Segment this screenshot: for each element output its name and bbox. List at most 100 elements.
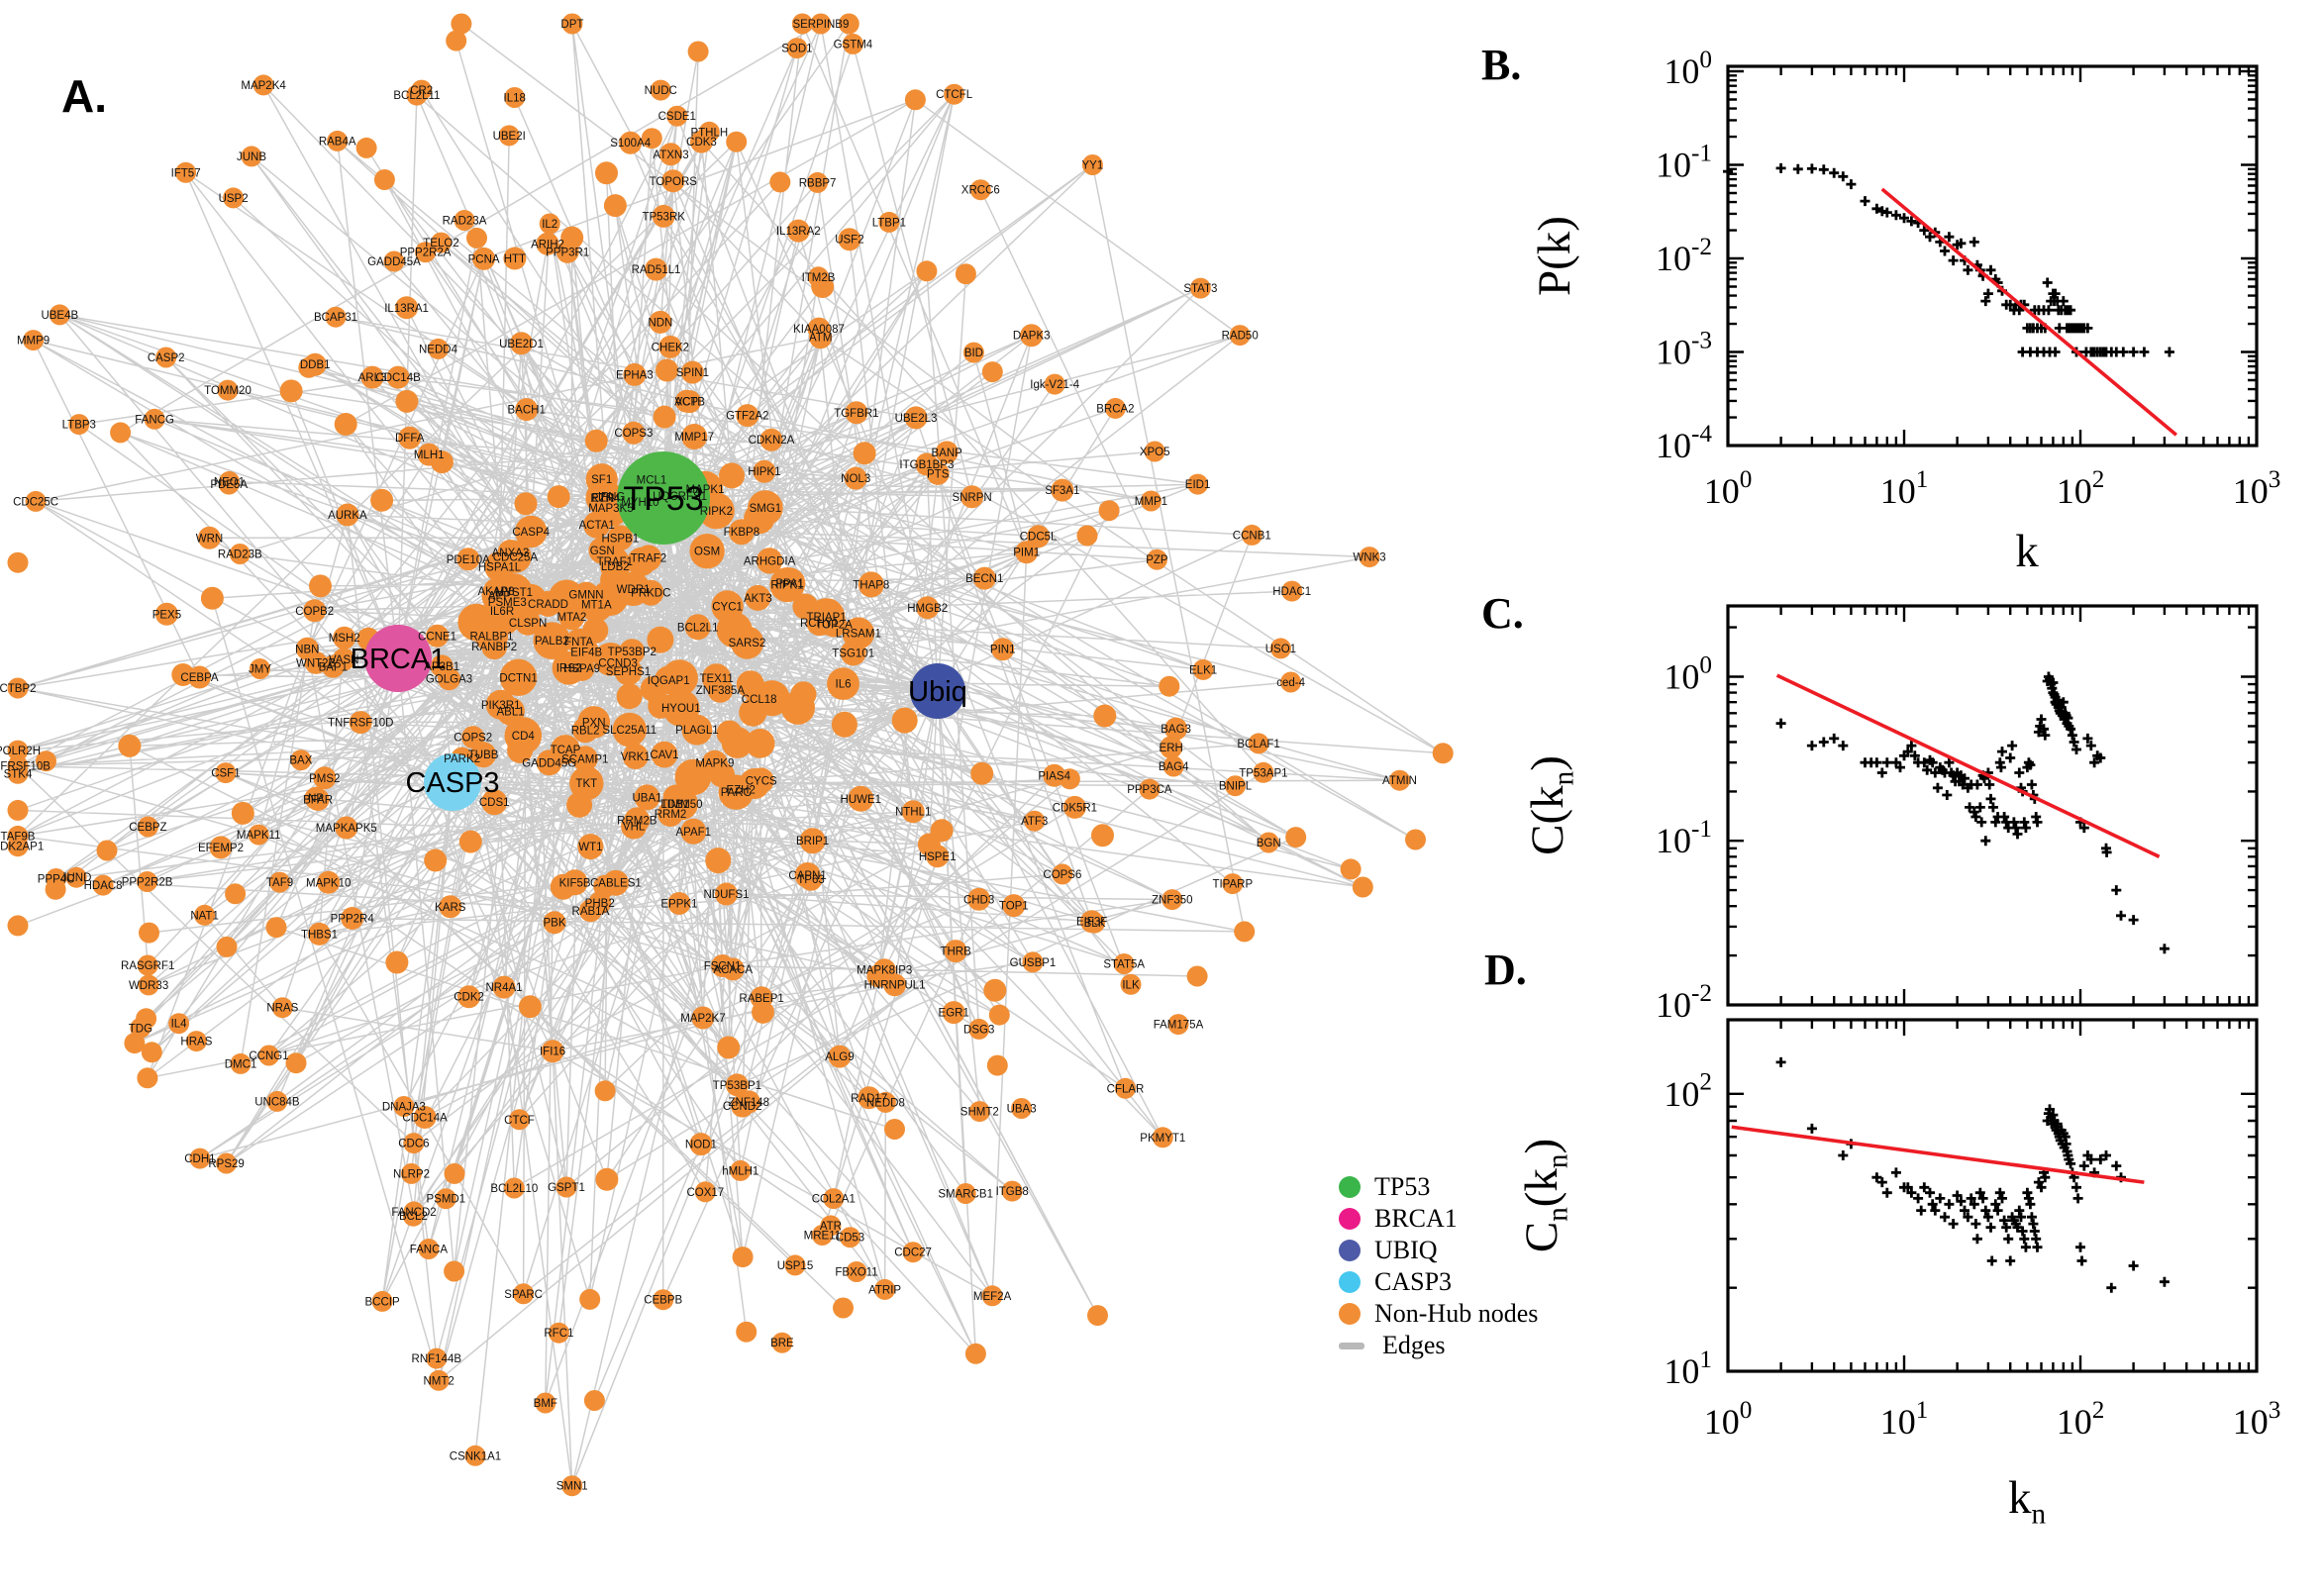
- network-node-label: PLAGL1: [675, 725, 718, 737]
- network-node: [466, 227, 487, 249]
- network-node-label: COX17: [686, 1187, 724, 1199]
- legend-label: UBIQ: [1374, 1236, 1438, 1264]
- network-node-label: BACH1: [508, 405, 546, 417]
- tick-label: 10-2: [1656, 234, 1712, 278]
- network-node-label: PPP2R2B: [122, 877, 173, 889]
- network-node: [155, 347, 177, 368]
- network-node-label: PKMYT1: [1140, 1133, 1185, 1145]
- network-node-label: BID: [964, 348, 983, 359]
- network-node-label: HUWE1: [841, 794, 882, 806]
- network-node: [285, 1052, 307, 1074]
- scatter-points: [1775, 671, 2170, 954]
- network-node: [701, 749, 728, 776]
- network-node: [666, 105, 688, 127]
- network-node: [807, 598, 846, 636]
- network-node-label: BCL2L11: [393, 90, 440, 102]
- network-node: [583, 1390, 605, 1411]
- network-node-label: TGFBR1: [834, 408, 878, 420]
- network-node: [878, 211, 900, 233]
- network-node: [732, 1247, 754, 1268]
- network-node: [823, 1188, 845, 1210]
- network-graph: TP53RK KIAA0087 THAP8 CDC14B DSG3 NTHL1 CEBPZ V…: [0, 13, 1454, 1497]
- network-node: [944, 83, 965, 105]
- axis-ticks: [1726, 66, 2259, 448]
- network-node: [846, 1261, 867, 1282]
- network-node-label: ELK1: [1189, 664, 1217, 676]
- network-node: [492, 975, 516, 999]
- network-node: [518, 995, 542, 1019]
- network-node: [1253, 761, 1274, 783]
- network-node: [451, 13, 472, 35]
- network-node: [231, 801, 254, 825]
- legend-item: BRCA1: [1339, 1203, 1538, 1235]
- network-node: [748, 490, 783, 526]
- legend: TP53 BRCA1 UBIQ CASP3 Non-Hub nodes Edges: [1339, 1171, 1538, 1361]
- network-node-label: SERPINB9: [792, 19, 849, 31]
- network-node: [916, 260, 938, 282]
- network-node-label: PTS: [927, 468, 950, 480]
- network-node: [844, 466, 867, 490]
- network-node-label: SPIN1: [676, 367, 709, 379]
- network-node: [807, 171, 829, 193]
- network-node-label: RANBP2: [471, 642, 517, 653]
- network-node: [513, 583, 548, 618]
- network-node-label: AURKA: [328, 510, 367, 522]
- network-node: [543, 911, 566, 935]
- network-node-label: HRAS: [180, 1037, 212, 1048]
- network-node-label: CDC5L: [1020, 532, 1058, 544]
- network-node: [444, 1260, 465, 1282]
- legend-color-dot: [1339, 1303, 1361, 1325]
- network-node-label: RAB4A: [319, 136, 356, 148]
- plot-panel-b: 100 101 102 103 100 10-1 10-2 10-3 10-4 k P(k): [1529, 47, 2280, 577]
- network-node: [840, 1227, 860, 1248]
- network-node-label: THAP8: [853, 579, 889, 591]
- network-node: [137, 1067, 158, 1089]
- network-node-label: ZNF385A: [696, 685, 746, 697]
- network-node: [689, 1133, 713, 1156]
- plot-frame: [1726, 64, 2259, 448]
- panel-d-label: D.: [1484, 946, 1527, 994]
- network-node: [1051, 478, 1074, 502]
- network-node-label: GSPT1: [548, 1182, 585, 1194]
- network-node-label: MAPK9: [695, 758, 734, 770]
- network-node: [209, 836, 233, 859]
- hub-label-casp3: CASP3: [405, 767, 499, 799]
- network-node-label: ARL3: [358, 372, 387, 384]
- network-node-label: IL6R: [490, 606, 514, 618]
- network-node-label: IFT57: [171, 167, 201, 179]
- network-node: [1269, 638, 1291, 659]
- network-node-label: BAG4: [1159, 761, 1189, 773]
- network-node-label: TOPORS: [650, 176, 698, 188]
- panel-c-label: C.: [1481, 589, 1524, 638]
- network-node-label: EGR1: [939, 1008, 969, 1020]
- network-node: [612, 712, 648, 748]
- network-node-label: MMP1: [1135, 496, 1167, 508]
- network-node-label: PCNA: [468, 253, 500, 265]
- network-node: [503, 247, 527, 270]
- network-node: [1280, 671, 1302, 693]
- network-node: [594, 1080, 616, 1102]
- network-node: [504, 87, 526, 108]
- network-node: [901, 800, 925, 824]
- network-node-label: CHD3: [963, 894, 994, 906]
- network-node-label: IRS2: [556, 663, 582, 675]
- legend-label: BRCA1: [1374, 1204, 1458, 1233]
- network-node-label: RRM2B: [617, 815, 657, 827]
- network-node-label: EIF3F: [1076, 917, 1107, 929]
- network-node: [1001, 1180, 1023, 1202]
- network-node: [513, 1283, 535, 1305]
- network-node-label: PARC: [721, 787, 752, 799]
- network-node: [667, 892, 691, 915]
- network-node: [662, 689, 700, 727]
- network-node-label: UBE2L3: [895, 413, 938, 425]
- network-node: [651, 741, 678, 768]
- network-node-label: BAG3: [1161, 724, 1191, 736]
- fit-line: [1775, 673, 2161, 858]
- network-node: [736, 1321, 758, 1343]
- network-node-label: TSG101: [832, 648, 874, 659]
- tick-label: 10-1: [1656, 816, 1712, 860]
- network-node: [355, 137, 377, 158]
- network-node-label: PXN: [582, 718, 606, 730]
- network-node-label: FANCA: [410, 1245, 449, 1256]
- network-node: [784, 1254, 806, 1276]
